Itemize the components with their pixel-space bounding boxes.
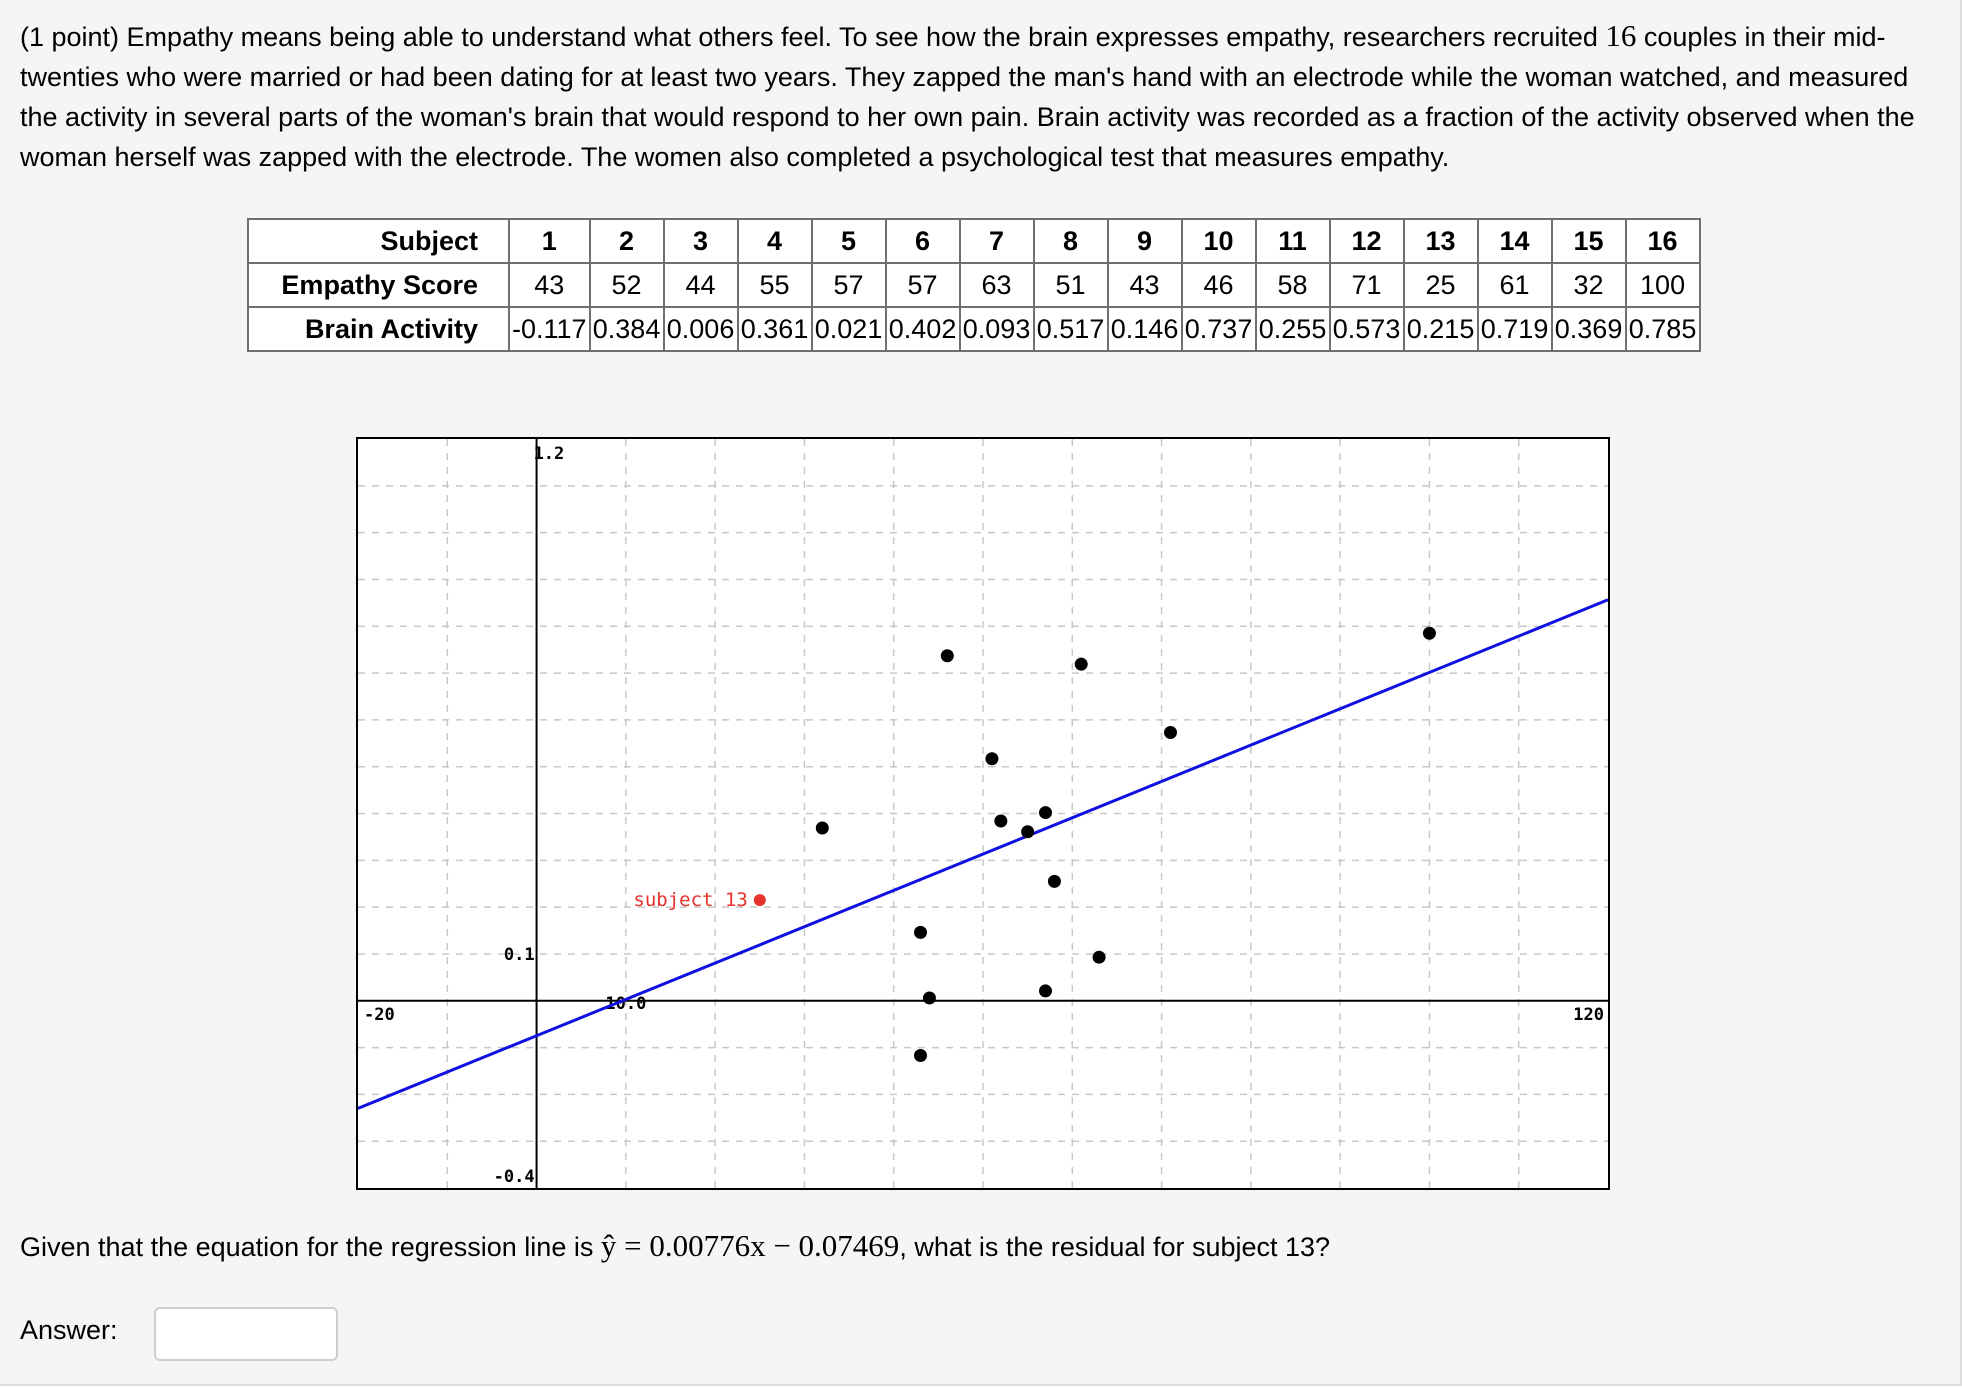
data-point: [1074, 657, 1088, 671]
data-point: [1039, 984, 1052, 998]
brain-activity-cell: 0.517: [1032, 306, 1109, 352]
data-point: [1422, 626, 1436, 640]
brain-activity-cell: 0.255: [1254, 306, 1331, 352]
data-table: Subject 1 2 3 4 5 6 7 8 9 10 11 12 13 14 15 16 Empathy …: [247, 218, 1701, 352]
data-point: [985, 752, 999, 766]
y-max-label: 1.2: [534, 444, 565, 464]
subject-cell: 13: [1402, 218, 1479, 264]
empathy-score-cell: 57: [810, 262, 887, 308]
x-min-label: -20: [364, 1005, 395, 1025]
subject-cell: 11: [1254, 218, 1331, 264]
empathy-row: Empathy Score 43 52 44 55 57 57 63 51 43 46 58 71 25…: [247, 262, 1701, 308]
data-point: [1092, 950, 1106, 964]
empathy-row-label: Empathy Score: [247, 262, 510, 308]
data-point: [1021, 825, 1035, 839]
question-text: Given that the equation for the regressi…: [20, 1226, 1330, 1267]
question-after: , what is the residual for subject 13?: [899, 1232, 1331, 1262]
regression-equation: ŷ = 0.00776x − 0.07469: [600, 1228, 900, 1263]
empathy-score-cell: 58: [1254, 262, 1331, 308]
brain-row: Brain Activity -0.117 0.384 0.006 0.361 0.02…: [247, 306, 1701, 352]
subject-cell: 5: [810, 218, 887, 264]
brain-activity-cell: 0.215: [1402, 306, 1479, 352]
scatter-plot: -20 120 1.2 -0.4 0.1 10.0 subject 13: [356, 437, 1610, 1190]
x-max-label: 120: [1573, 1005, 1604, 1025]
subject-cell: 4: [736, 218, 813, 264]
subject-cell: 6: [884, 218, 961, 264]
subject-cell: 1: [508, 218, 591, 264]
subject-cell: 16: [1624, 218, 1701, 264]
brain-activity-cell: 0.402: [884, 306, 961, 352]
subject-row-label: Subject: [247, 218, 510, 264]
question-before: Given that the equation for the regressi…: [20, 1232, 601, 1262]
subject-13-label: subject 13: [633, 889, 747, 911]
brain-activity-cell: 0.006: [662, 306, 739, 352]
subject-13-point: [753, 894, 766, 907]
problem-text-before: (1 point) Empathy means being able to un…: [20, 22, 1606, 52]
subject-cell: 3: [662, 218, 739, 264]
subject-cell: 10: [1180, 218, 1257, 264]
subject-cell: 2: [588, 218, 665, 264]
empathy-score-cell: 43: [1106, 262, 1183, 308]
subject-cell: 15: [1550, 218, 1627, 264]
brain-activity-cell: 0.093: [958, 306, 1035, 352]
brain-activity-cell: 0.384: [588, 306, 665, 352]
regression-line: [358, 598, 1608, 1110]
empathy-score-cell: 52: [588, 262, 665, 308]
empathy-score-cell: 51: [1032, 262, 1109, 308]
answer-label: Answer:: [20, 1315, 118, 1345]
data-point: [1164, 726, 1177, 740]
brain-activity-cell: 0.719: [1476, 306, 1553, 352]
answer-input[interactable]: [154, 1307, 338, 1361]
empathy-score-cell: 100: [1624, 262, 1701, 308]
x-mark-label: 10.0: [605, 994, 646, 1014]
scatter-plot-svg: -20 120 1.2 -0.4 0.1 10.0 subject 13: [358, 439, 1608, 1188]
empathy-score-cell: 43: [508, 262, 591, 308]
brain-activity-cell: 0.737: [1180, 306, 1257, 352]
data-point: [1047, 874, 1061, 888]
empathy-score-cell: 61: [1476, 262, 1553, 308]
empathy-score-cell: 46: [1180, 262, 1257, 308]
problem-text-after: couples in their mid-twenties who were m…: [20, 22, 1915, 172]
data-point: [1039, 806, 1052, 820]
empathy-score-cell: 71: [1328, 262, 1405, 308]
empathy-score-cell: 25: [1402, 262, 1479, 308]
empathy-score-cell: 63: [958, 262, 1035, 308]
data-point: [914, 1049, 927, 1063]
subject-cell: 8: [1032, 218, 1109, 264]
data-point: [914, 925, 927, 939]
problem-statement: (1 point) Empathy means being able to un…: [20, 16, 1940, 177]
brain-activity-cell: 0.573: [1328, 306, 1405, 352]
subject-cell: 9: [1106, 218, 1183, 264]
subject-row: Subject 1 2 3 4 5 6 7 8 9 10 11 12 13 14 15 16: [247, 218, 1701, 264]
brain-activity-cell: 0.361: [736, 306, 813, 352]
empathy-score-cell: 32: [1550, 262, 1627, 308]
brain-activity-cell: 0.021: [810, 306, 887, 352]
brain-activity-cell: -0.117: [508, 306, 591, 352]
brain-activity-cell: 0.146: [1106, 306, 1183, 352]
brain-activity-cell: 0.369: [1550, 306, 1627, 352]
subject-cell: 12: [1328, 218, 1405, 264]
empathy-score-cell: 44: [662, 262, 739, 308]
data-point: [994, 814, 1008, 828]
data-point: [922, 991, 936, 1005]
data-point: [815, 821, 829, 835]
subject-cell: 7: [958, 218, 1035, 264]
brain-activity-cell: 0.785: [1624, 306, 1701, 352]
y-min-label: -0.4: [494, 1167, 535, 1187]
empathy-score-cell: 55: [736, 262, 813, 308]
subject-cell: 14: [1476, 218, 1553, 264]
data-point: [940, 649, 954, 663]
empathy-score-cell: 57: [884, 262, 961, 308]
y-mark-label: 0.1: [504, 945, 535, 965]
brain-row-label: Brain Activity: [247, 306, 510, 352]
couples-count: 16: [1605, 18, 1637, 53]
